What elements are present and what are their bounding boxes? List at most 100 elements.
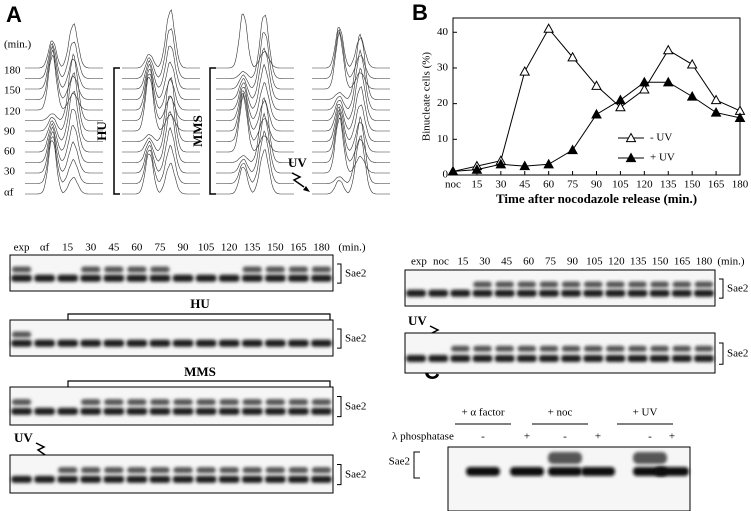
blot	[404, 269, 716, 307]
blot-band	[628, 281, 647, 288]
blot-band	[264, 475, 286, 483]
histogram-trace	[122, 45, 200, 90]
histogram-trace	[216, 149, 294, 195]
blot-band	[264, 339, 286, 347]
protein-label: Sae2	[727, 347, 748, 359]
blot-band	[218, 475, 240, 483]
blot-band	[218, 274, 240, 282]
data-point	[734, 112, 746, 123]
blot-band	[81, 467, 101, 474]
blot-band	[265, 399, 286, 406]
blot-band	[150, 399, 170, 406]
blot-band	[694, 281, 714, 288]
blot-band	[406, 355, 427, 362]
blot-band	[264, 407, 286, 415]
blot-band	[172, 475, 194, 483]
blot-band	[103, 339, 125, 347]
blot-band	[104, 467, 124, 474]
blot-band	[472, 355, 493, 362]
blot-band	[126, 339, 148, 347]
lane-label: 150	[652, 256, 669, 268]
blot-band	[11, 407, 32, 415]
blot-band	[80, 339, 102, 347]
blot-band	[11, 274, 32, 282]
histogram-trace	[216, 92, 294, 142]
blot-band	[149, 475, 171, 483]
histogram-trace	[312, 108, 390, 153]
blot-band	[241, 274, 263, 282]
blot-band	[516, 355, 537, 362]
blot	[9, 319, 334, 357]
blot-band	[517, 281, 537, 288]
data-point	[519, 160, 531, 171]
lane-label: exp	[411, 256, 427, 268]
blot-band	[581, 467, 615, 476]
time-label: αf	[4, 187, 14, 199]
histogram-trace	[25, 41, 103, 79]
data-point	[710, 94, 722, 105]
histogram-trace	[216, 47, 294, 100]
blot-band	[11, 399, 32, 406]
x-tick-label: 105	[612, 179, 629, 191]
legend-label: + UV	[650, 152, 675, 164]
blot-band	[57, 467, 78, 474]
lane-label: 75	[154, 242, 166, 254]
blot-band	[80, 407, 102, 415]
bracket	[67, 313, 331, 322]
panel-label: B	[412, 0, 428, 25]
histogram-trace	[122, 95, 200, 153]
bracket	[719, 278, 724, 299]
condition-label: + α factor	[461, 407, 504, 419]
histogram-trace	[312, 111, 390, 163]
blot-band	[195, 475, 217, 483]
blot-band	[127, 467, 147, 474]
histogram-trace	[25, 53, 103, 121]
blot-band	[173, 467, 193, 474]
histogram-trace	[122, 77, 200, 132]
blot-band	[538, 355, 559, 362]
blot-band	[103, 407, 125, 415]
blot-band	[172, 274, 194, 282]
data-point	[495, 158, 507, 169]
blot-band	[311, 266, 332, 273]
histogram-trace	[122, 73, 200, 121]
protein-label: Sae2	[727, 282, 748, 294]
panel-label: A	[6, 2, 22, 27]
blot-band	[34, 407, 55, 415]
blot-band	[126, 274, 148, 282]
histogram-trace	[216, 112, 294, 174]
blot-band	[605, 355, 626, 362]
x-tick-label: 150	[684, 179, 701, 191]
data-point	[662, 76, 674, 87]
blot-band	[510, 467, 544, 476]
protein-label: Sae2	[345, 267, 366, 279]
lane-label: 120	[608, 256, 625, 268]
histogram-trace	[312, 28, 390, 79]
data-point	[447, 165, 459, 176]
x-tick-label: 90	[591, 179, 603, 191]
blot-band	[473, 281, 492, 288]
blot-band	[57, 475, 79, 483]
blot-band	[428, 289, 449, 297]
blot-band	[628, 345, 647, 352]
blot-band	[11, 475, 32, 483]
condition-label: + UV	[633, 407, 658, 419]
blot-band	[473, 345, 492, 352]
blot-band	[265, 467, 286, 474]
blot-band	[428, 355, 449, 362]
time-label: 60	[4, 146, 16, 158]
blot-band	[80, 274, 102, 282]
blot-band	[288, 467, 309, 474]
histogram-trace	[122, 144, 200, 184]
blot-band	[103, 475, 125, 483]
treatment-label: UV	[408, 313, 427, 328]
blot-band	[264, 274, 286, 282]
blot-band	[311, 339, 332, 347]
data-point	[615, 101, 626, 112]
sign-label: -	[563, 431, 567, 443]
data-point	[686, 90, 698, 101]
blot-band	[288, 266, 309, 273]
blot-band	[627, 355, 648, 362]
blot-band	[11, 331, 32, 338]
blot-band	[693, 355, 714, 362]
